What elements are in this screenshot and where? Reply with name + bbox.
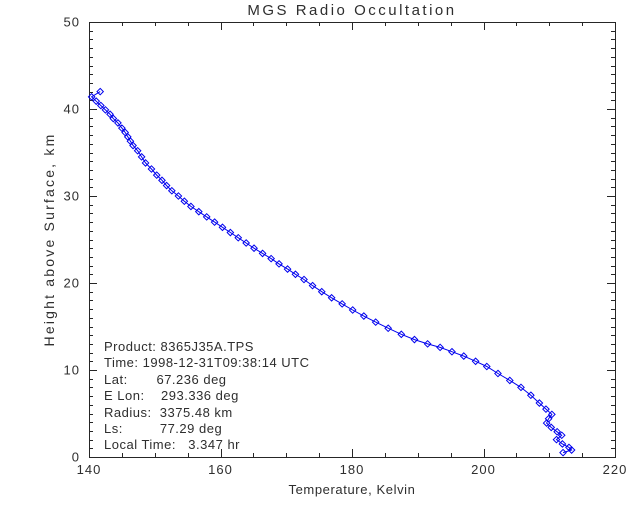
data-point-marker [133, 146, 142, 155]
data-point-marker [152, 171, 161, 180]
data-point-marker [505, 376, 514, 385]
data-point-marker [180, 197, 189, 206]
data-point-marker [542, 405, 550, 414]
data-point-marker [526, 391, 535, 400]
data-point-marker [300, 275, 308, 284]
annotation-line-elon: E Lon: 293.336 deg [104, 388, 239, 404]
data-point-marker [436, 343, 445, 352]
data-point-marker [167, 186, 176, 195]
data-point-marker [114, 119, 122, 127]
data-point-marker [291, 270, 300, 279]
data-point-marker [348, 306, 357, 314]
data-point-marker [147, 165, 156, 173]
data-point-marker [482, 362, 491, 371]
data-point-marker [558, 440, 567, 448]
data-point-marker [542, 419, 551, 427]
data-point-marker [267, 254, 276, 263]
data-point-marker [187, 202, 195, 211]
data-point-marker [359, 312, 368, 320]
data-point-marker [308, 281, 317, 290]
data-point-marker [327, 293, 336, 302]
chart-title: MGS Radio Occultation [247, 2, 457, 19]
data-point-marker [559, 448, 567, 457]
data-point-marker [174, 192, 183, 200]
data-point-marker [92, 97, 101, 106]
data-point-marker [423, 339, 432, 348]
data-point-marker [109, 114, 118, 123]
data-point-marker [129, 141, 137, 150]
data-point-marker [384, 324, 393, 333]
data-point-marker [547, 423, 556, 432]
data-point-marker [275, 259, 283, 268]
data-point-marker [162, 181, 171, 190]
data-point-marker [242, 239, 251, 247]
profile-line [90, 91, 573, 454]
x-tick-label: 200 [471, 462, 496, 477]
x-tick-label: 160 [208, 462, 233, 477]
data-point-marker [202, 212, 211, 221]
data-point-marker [158, 176, 166, 185]
y-tick-label: 40 [64, 102, 80, 117]
annotation-line-lat: Lat: 67.236 deg [104, 371, 227, 387]
y-tick-label: 50 [64, 15, 80, 30]
data-point-marker [226, 228, 235, 237]
y-tick-label: 10 [64, 363, 80, 378]
data-point-marker [517, 383, 525, 392]
data-point-marker [96, 101, 105, 110]
data-point-marker [471, 357, 480, 366]
data-point-marker [459, 352, 468, 360]
data-point-marker [234, 233, 243, 242]
x-tick-label: 220 [603, 462, 628, 477]
data-point-marker [106, 110, 114, 119]
annotation-block: Product: 8365J35A.TPS Time: 1998-12-31T0… [104, 339, 310, 454]
annotation-line-ls: Ls: 77.29 deg [104, 421, 223, 437]
data-point-marker [218, 223, 227, 232]
annotation-line-product: Product: 8365J35A.TPS [104, 339, 254, 354]
data-point-marker [397, 330, 406, 339]
data-point-marker [87, 92, 96, 101]
y-tick-label: 30 [64, 189, 80, 204]
data-point-marker [371, 318, 380, 327]
data-point-marker [141, 159, 150, 167]
data-point-marker [553, 427, 562, 436]
x-axis-label: Temperature, Kelvin [288, 482, 416, 497]
data-point-marker [96, 87, 105, 96]
data-point-marker [210, 218, 219, 227]
data-point-marker [194, 207, 203, 216]
data-point-marker [137, 152, 146, 161]
data-point-marker [557, 431, 566, 440]
y-axis-label: Height above Surface, km [41, 132, 57, 347]
annotation-line-radius: Radius: 3375.48 km [104, 404, 233, 420]
y-tick-label: 0 [72, 450, 80, 465]
data-point-marker [448, 347, 456, 356]
data-point-marker [410, 335, 419, 344]
data-point-marker [338, 299, 347, 308]
x-tick-label: 140 [77, 462, 102, 477]
data-point-marker [552, 435, 561, 444]
data-point-marker [535, 399, 544, 407]
data-point-marker [101, 105, 110, 114]
data-point-marker [494, 369, 502, 378]
data-point-marker [250, 244, 258, 253]
annotation-line-local-time: Local Time: 3.347 hr [104, 437, 241, 453]
data-point-marker [317, 287, 326, 296]
data-point-marker [283, 265, 292, 273]
data-point-marker [567, 446, 576, 454]
data-point-marker [258, 249, 267, 258]
data-point-marker [117, 124, 126, 133]
y-tick-label: 20 [64, 276, 80, 291]
data-point-marker [547, 410, 556, 419]
x-tick-label: 180 [340, 462, 365, 477]
annotation-line-time: Time: 1998-12-31T09:38:14 UTC [104, 355, 310, 371]
